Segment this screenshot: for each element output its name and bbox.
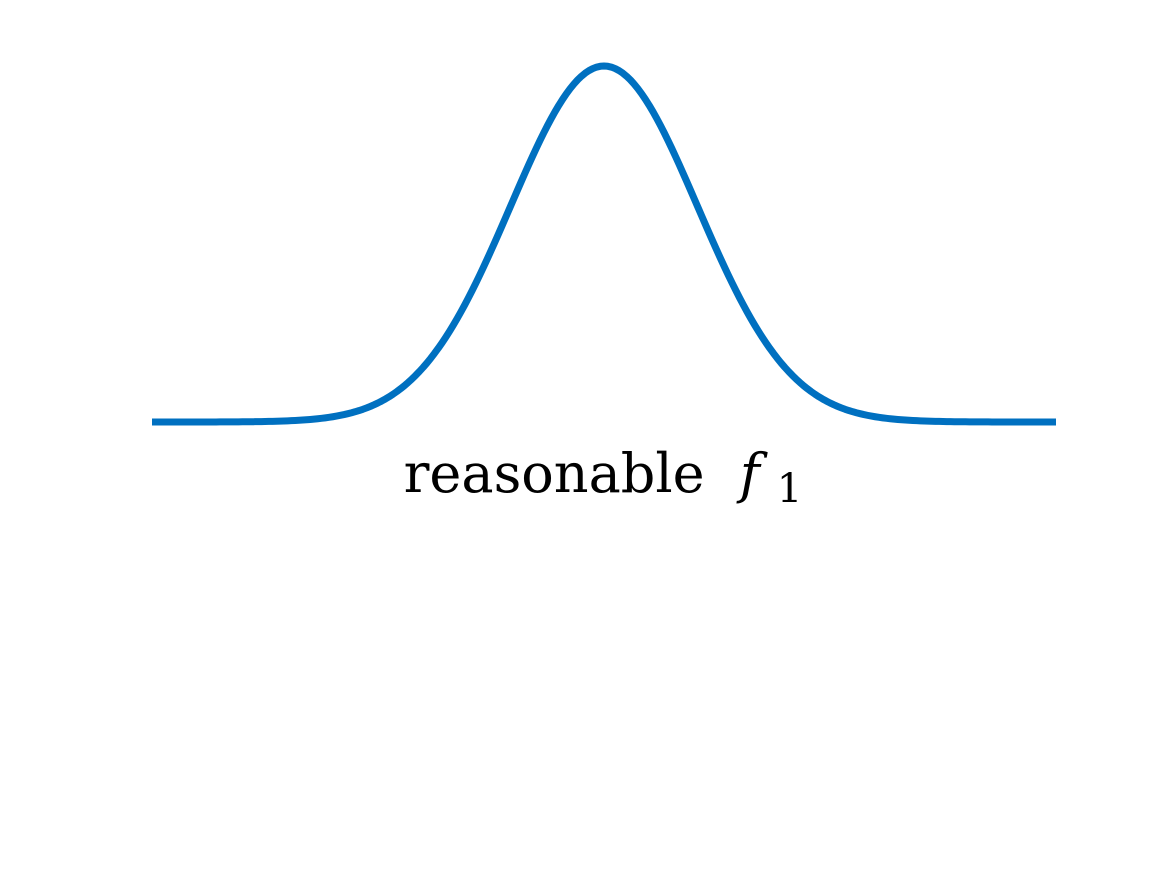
curve-label: reasonable f 1	[404, 442, 803, 512]
plot-area	[152, 62, 1056, 426]
curve-label-subscript: 1	[777, 466, 802, 512]
curve-label-symbol: f	[736, 442, 768, 505]
curve-label-text: reasonable	[404, 442, 705, 505]
series-line-0	[152, 62, 1056, 426]
